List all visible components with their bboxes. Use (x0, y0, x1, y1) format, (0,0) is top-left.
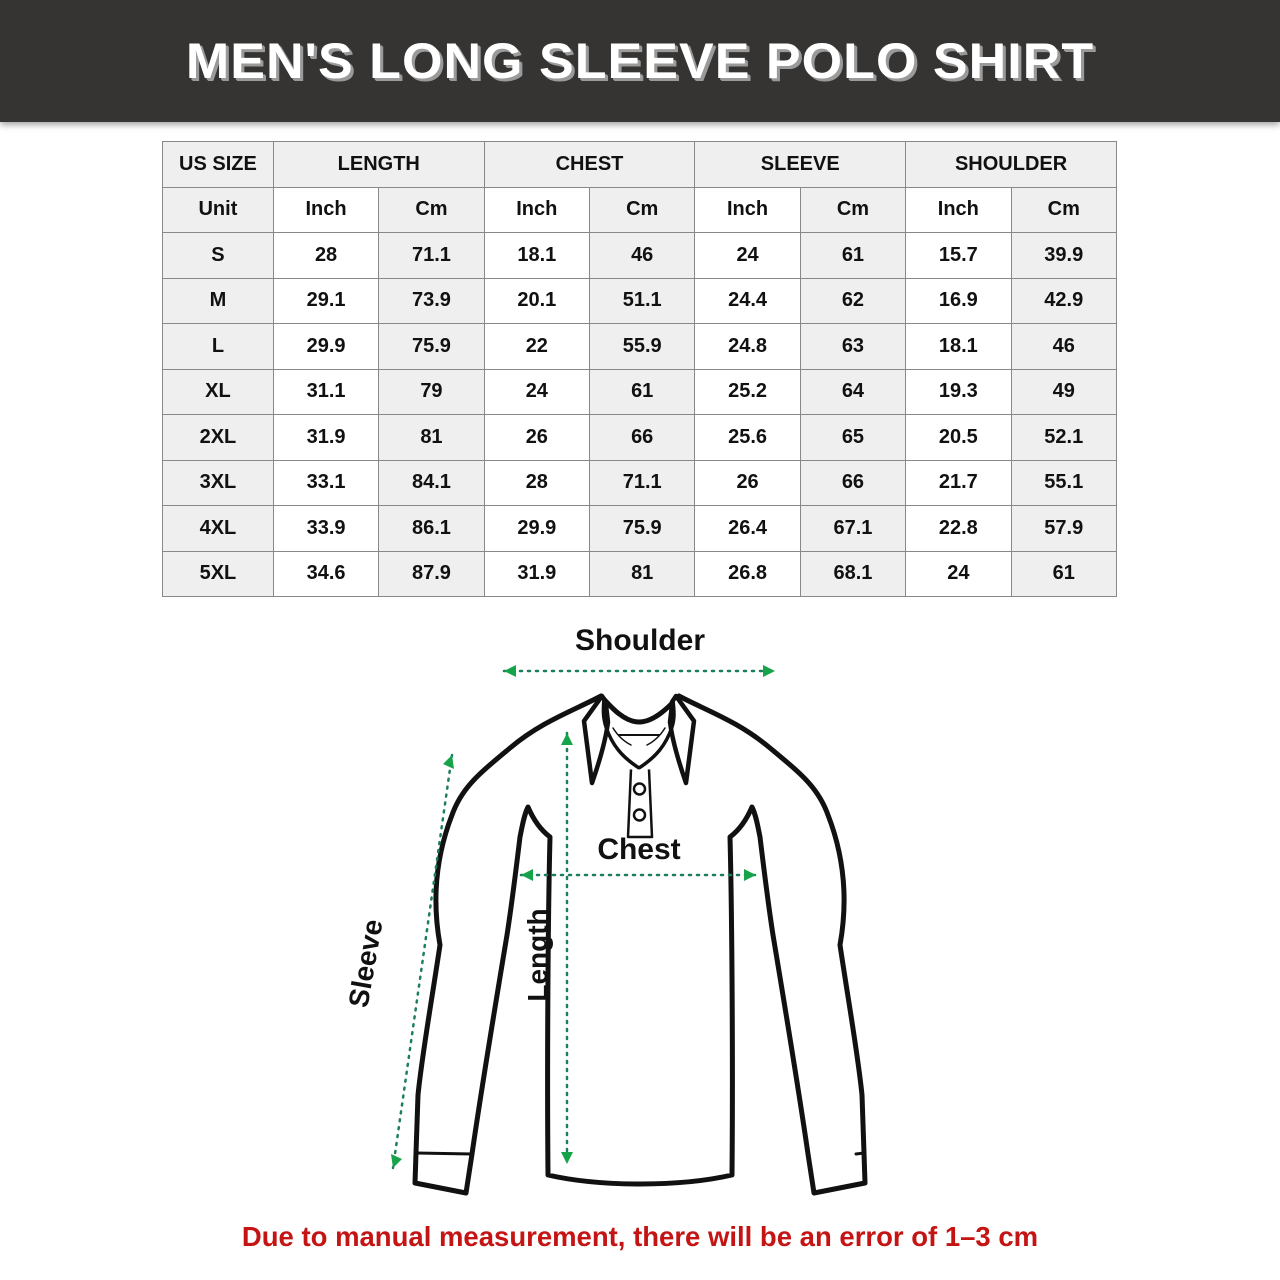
svg-text:Length: Length (522, 908, 553, 1001)
svg-text:Chest: Chest (597, 833, 680, 866)
svg-text:Shoulder: Shoulder (575, 624, 705, 657)
svg-text:Sleeve: Sleeve (343, 917, 389, 1010)
